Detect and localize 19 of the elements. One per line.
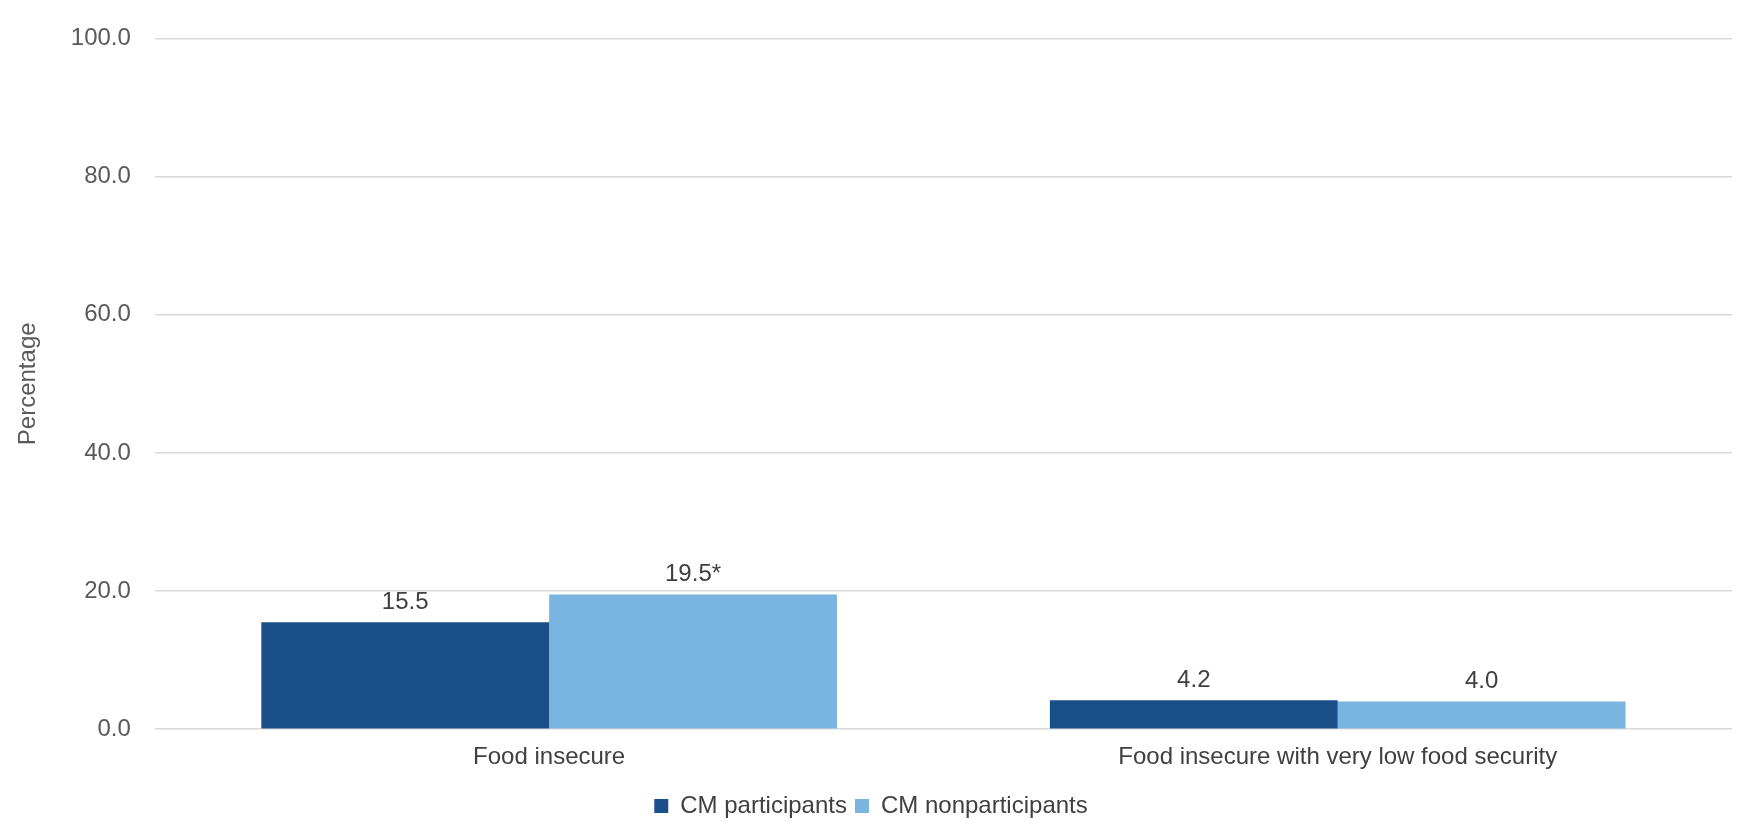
y-tick-label: 0.0 (97, 713, 131, 741)
data-label: 4.2 (1177, 664, 1211, 692)
x-tick-label: Food insecure (473, 742, 626, 770)
y-tick-label: 40.0 (84, 437, 131, 465)
y-tick-label: 60.0 (84, 299, 131, 327)
x-tick-label: Food insecure with very low food security (1118, 742, 1558, 770)
data-label: 4.0 (1464, 666, 1499, 694)
bar (1337, 701, 1626, 729)
y-axis-title: Percentage (13, 322, 41, 446)
legend-label: CM nonparticipants (880, 790, 1088, 818)
data-label: 15.5 (381, 586, 429, 614)
y-tick-label: 100.0 (70, 23, 131, 51)
data-label: 19.5* (665, 559, 722, 587)
bar (1049, 700, 1338, 729)
legend-label: CM participants (680, 790, 847, 818)
y-tick-label: 20.0 (84, 575, 131, 603)
bar (549, 594, 837, 729)
bar (261, 622, 550, 729)
y-tick-label: 80.0 (84, 161, 131, 189)
